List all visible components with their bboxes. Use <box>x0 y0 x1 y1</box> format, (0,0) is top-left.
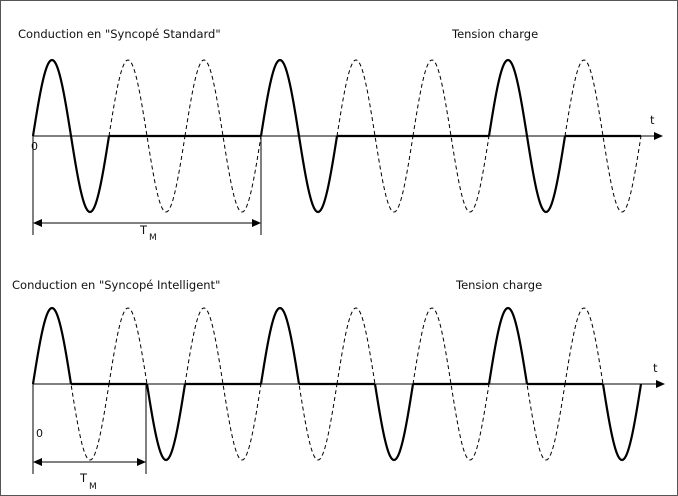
panel-standard: Conduction en "Syncopé Standard" Tension… <box>18 27 663 243</box>
panel-standard-right-label: Tension charge <box>451 27 538 41</box>
panel-intelligent-period-text: T <box>79 471 88 485</box>
panel-standard-origin-label: 0 <box>31 140 38 153</box>
panel-standard-period-text: T <box>139 223 148 237</box>
panel-standard-axis-label: t <box>650 113 655 127</box>
conduction-half-10 <box>373 383 415 462</box>
panel-intelligent-period-dimension <box>32 384 147 474</box>
time-axis-arrowhead <box>654 132 663 140</box>
panel-intelligent: Conduction en "Syncopé Intelligent" Tens… <box>12 278 665 492</box>
panel-intelligent-period-subscript: M <box>89 482 97 492</box>
conduction-half-4 <box>145 383 187 462</box>
dimension-arrow-right <box>252 219 261 227</box>
conduction-half-1 <box>31 306 73 385</box>
panel-standard-period-label: T M <box>139 223 157 243</box>
conduction-half-13 <box>487 306 529 385</box>
panel-standard-period-dimension <box>32 136 262 235</box>
panel-standard-time-axis <box>33 132 663 140</box>
panel-intelligent-title: Conduction en "Syncopé Intelligent" <box>12 278 220 292</box>
panel-intelligent-time-axis <box>33 380 665 388</box>
panel-intelligent-axis-label: t <box>653 361 658 375</box>
dimension-arrow-left <box>33 458 42 466</box>
conduction-half-7 <box>259 306 301 385</box>
conduction-half-16 <box>601 383 643 462</box>
panel-standard-title: Conduction en "Syncopé Standard" <box>18 27 221 41</box>
dimension-arrow-left <box>33 219 42 227</box>
dimension-arrow-right <box>137 458 146 466</box>
panel-intelligent-period-label: T M <box>79 471 97 492</box>
panel-intelligent-right-label: Tension charge <box>455 278 542 292</box>
time-axis-arrowhead <box>656 380 665 388</box>
panel-standard-period-subscript: M <box>149 233 157 243</box>
panel-intelligent-origin-label: 0 <box>36 427 43 440</box>
